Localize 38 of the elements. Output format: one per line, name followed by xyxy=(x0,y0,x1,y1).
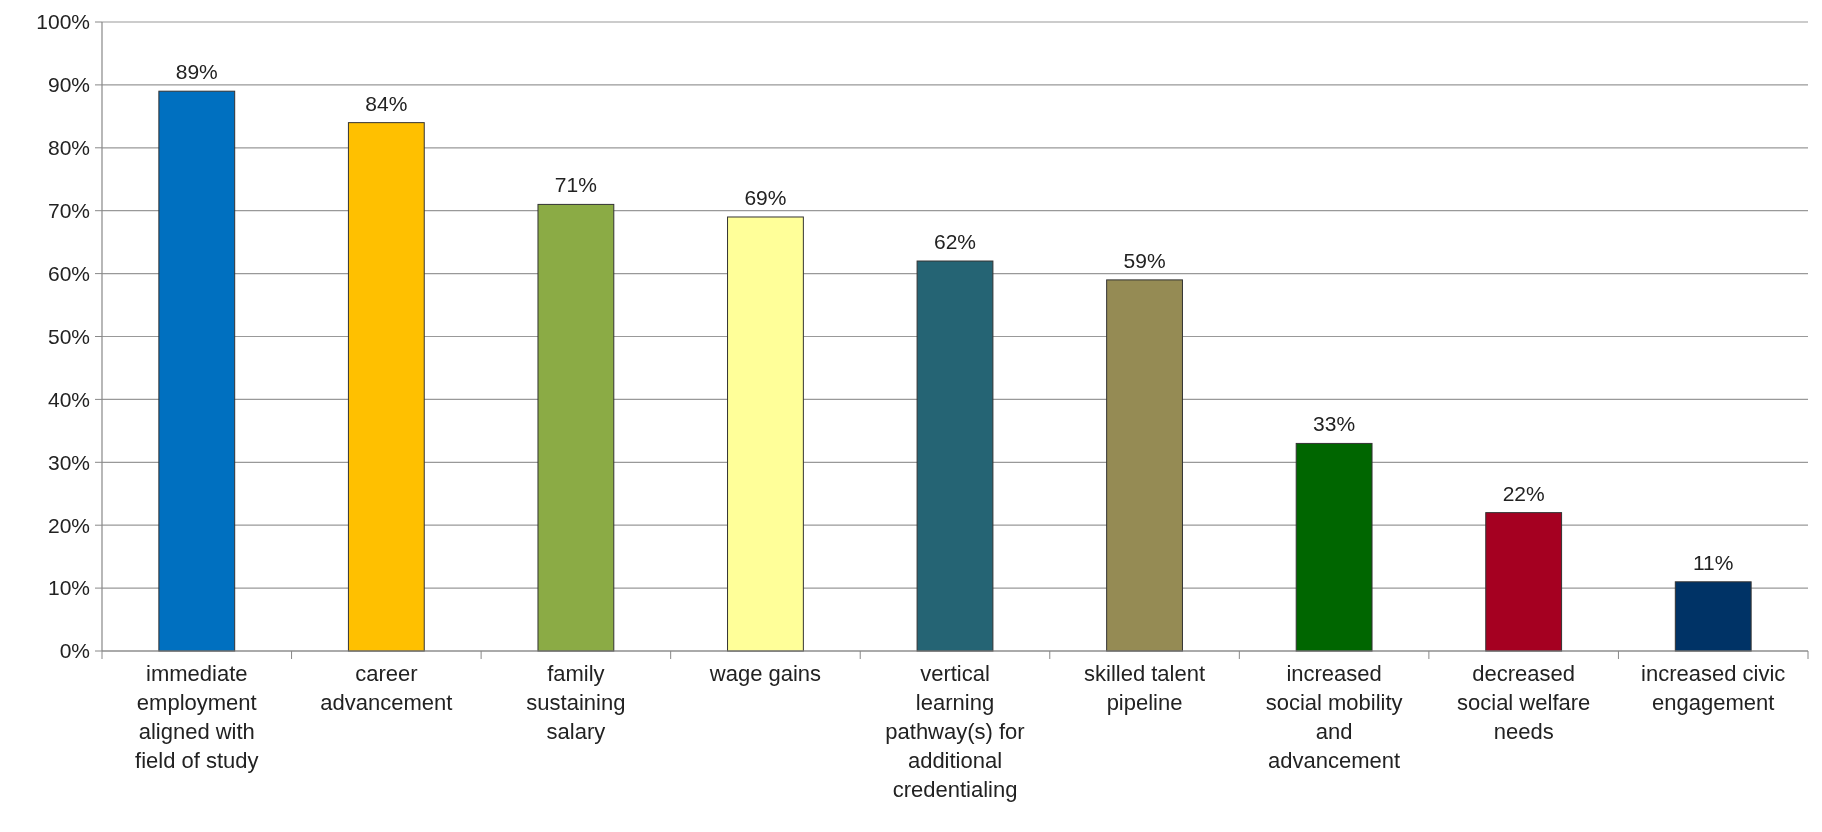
y-tick-label: 60% xyxy=(47,261,90,285)
bar xyxy=(1485,512,1563,652)
bar xyxy=(158,90,236,652)
bar xyxy=(1295,442,1373,652)
x-tick-label: immediate employment aligned with field of study xyxy=(135,661,259,773)
bar xyxy=(727,216,804,652)
x-tick-label: family sustaining salary xyxy=(526,661,626,744)
bar xyxy=(537,203,615,652)
y-tick-label: 10% xyxy=(47,576,90,600)
y-tick-label: 40% xyxy=(47,387,90,411)
y-tick-label: 30% xyxy=(47,450,90,474)
x-tick-label: skilled talent pipeline xyxy=(1084,661,1206,715)
y-tick-label: 0% xyxy=(59,639,90,663)
bar xyxy=(1106,279,1183,652)
x-tick-label: decreased social welfare needs xyxy=(1457,661,1591,744)
y-tick-label: 100% xyxy=(36,10,90,34)
bar xyxy=(1674,581,1752,652)
y-tick-label: 90% xyxy=(47,73,90,97)
bar xyxy=(347,122,425,652)
data-label: 62% xyxy=(933,230,977,254)
x-tick-label: increased social mobility and advancement xyxy=(1265,661,1403,773)
bar xyxy=(916,260,994,652)
x-tick-label: wage gains xyxy=(708,661,822,686)
data-label: 89% xyxy=(175,60,218,84)
data-label: 59% xyxy=(1123,248,1166,272)
data-label: 84% xyxy=(365,91,408,115)
data-label: 69% xyxy=(744,185,787,209)
data-label: 71% xyxy=(554,173,597,197)
data-label: 11% xyxy=(1692,550,1734,574)
y-tick-label: 20% xyxy=(47,513,90,537)
x-tick-label: career advancement xyxy=(320,661,453,715)
x-tick-label: vertical learning pathway(s) for additional credentialing xyxy=(885,661,1025,802)
data-label: 22% xyxy=(1502,481,1545,505)
y-tick-label: 50% xyxy=(47,324,90,348)
y-tick-label: 80% xyxy=(47,136,90,160)
x-tick-label: increased civic engagement xyxy=(1641,661,1786,715)
y-tick-label: 70% xyxy=(47,199,90,223)
data-label: 33% xyxy=(1313,412,1356,436)
